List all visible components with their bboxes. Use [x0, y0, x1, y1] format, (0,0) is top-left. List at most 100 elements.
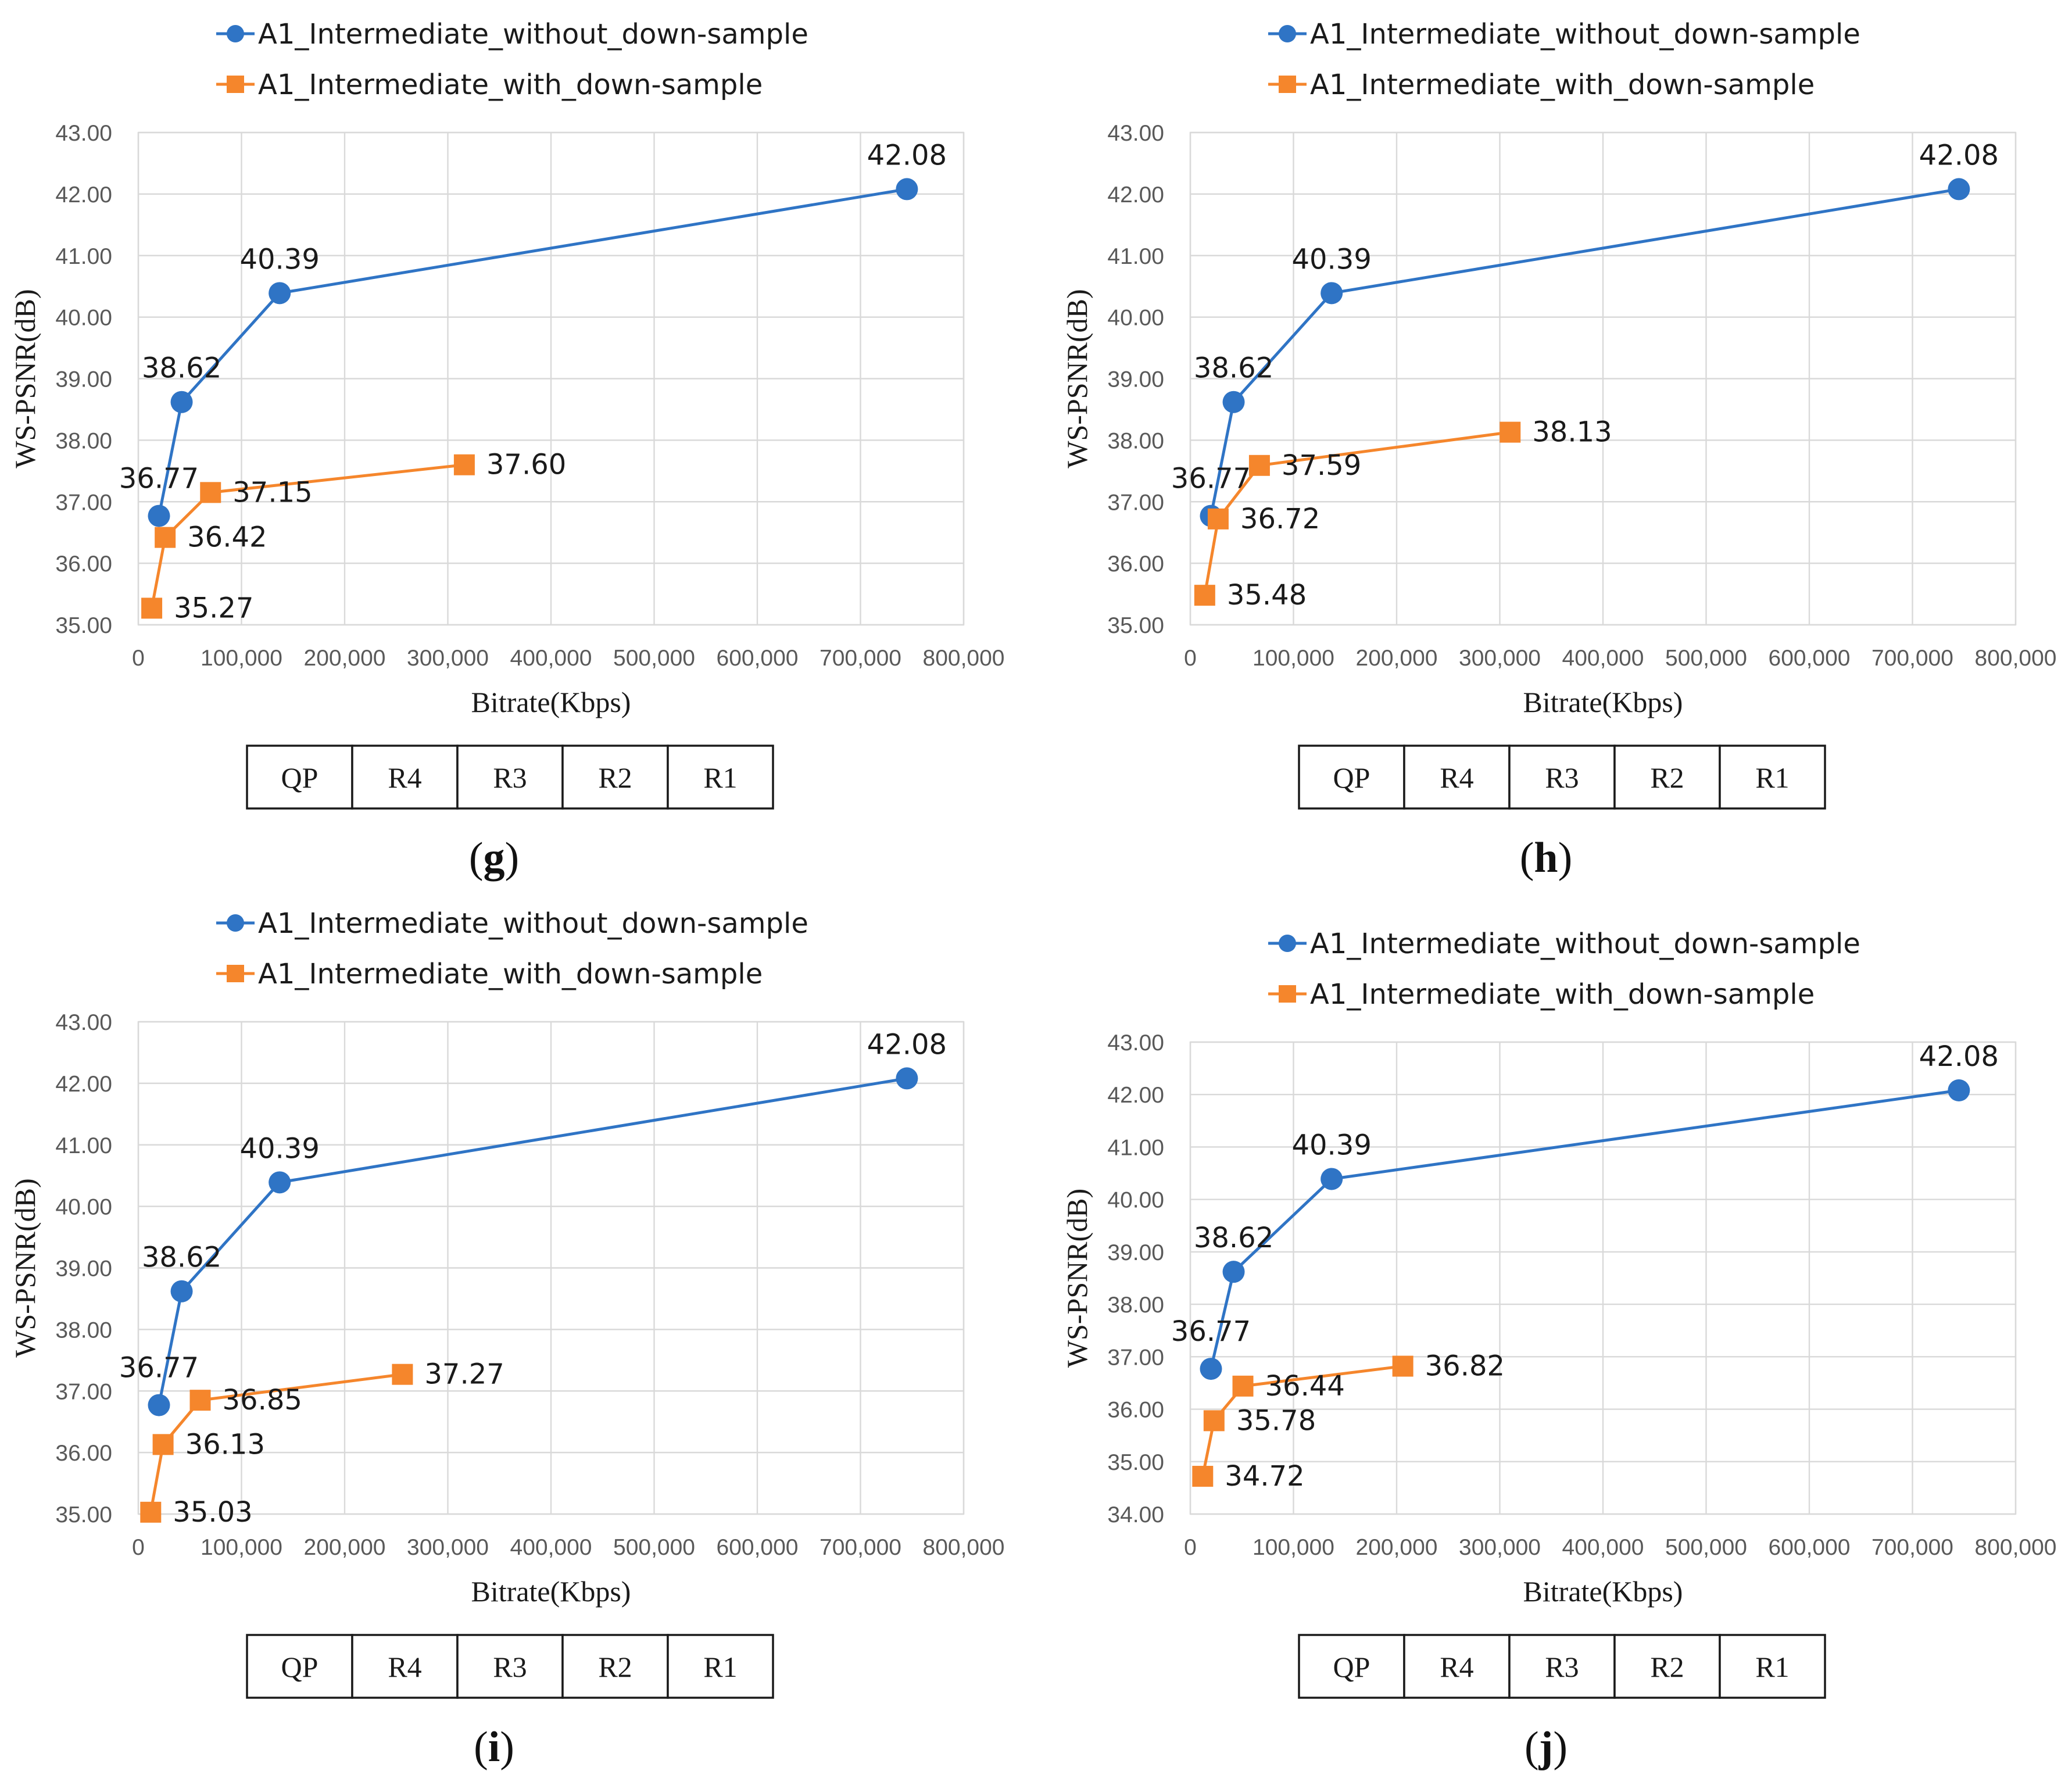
- qp-table-cell-label: R3: [1545, 761, 1579, 794]
- data-point-square: [1203, 1410, 1225, 1432]
- data-point-square: [141, 597, 163, 619]
- y-tick-label: 38.00: [55, 1318, 112, 1343]
- qp-table-cell-label: R3: [1545, 1651, 1579, 1683]
- qp-table-cell: [1613, 1634, 1721, 1699]
- series-line-without-down-sample: [1209, 187, 1959, 517]
- data-point-square: [189, 1390, 211, 1411]
- data-point-square: [1192, 1466, 1214, 1487]
- y-tick-label: 34.00: [1107, 1502, 1164, 1527]
- y-tick-label: 37.00: [55, 490, 112, 515]
- data-point-circle: [896, 1067, 918, 1090]
- qp-table-cell-label: QP: [1333, 761, 1370, 794]
- data-label: 35.27: [174, 592, 253, 624]
- plot-area: [137, 131, 965, 626]
- qp-table-cell-label: R2: [598, 761, 632, 794]
- x-tick-label: 300,000: [407, 1535, 489, 1560]
- data-point-square: [392, 1364, 413, 1385]
- series-line-without-down-sample: [1209, 1089, 1959, 1369]
- data-label: 36.13: [185, 1428, 265, 1461]
- data-label: 37.60: [486, 449, 566, 481]
- y-tick-label: 40.00: [55, 1195, 112, 1220]
- y-axis-title: WS-PSNR(dB): [9, 289, 41, 468]
- series-line-with-down-sample: [1201, 1365, 1403, 1477]
- qp-table-cell: [351, 745, 459, 810]
- data-point-circle: [170, 391, 193, 413]
- data-point-square: [140, 1501, 162, 1523]
- y-tick-label: 42.00: [55, 1072, 112, 1097]
- data-point-square: [1248, 455, 1270, 476]
- y-tick-label: 39.00: [55, 1257, 112, 1282]
- qp-table-cell-label: R1: [1755, 761, 1789, 794]
- x-tick-label: 600,000: [717, 646, 799, 671]
- data-label: 42.08: [1919, 1040, 1999, 1073]
- y-tick-label: 40.00: [55, 306, 112, 331]
- y-tick-label: 35.00: [55, 613, 112, 638]
- data-label: 36.42: [187, 521, 267, 554]
- data-label: 36.82: [1425, 1350, 1505, 1383]
- x-tick-label: 500,000: [1665, 1535, 1747, 1560]
- qp-table-cell-label: R4: [388, 761, 421, 794]
- y-tick-label: 38.00: [1107, 1293, 1164, 1318]
- x-tick-label: 300,000: [1459, 1535, 1541, 1560]
- data-point-square: [1232, 1375, 1254, 1397]
- x-tick-label: 200,000: [304, 1535, 386, 1560]
- qp-table-cell: [667, 745, 774, 810]
- x-tick-label: 0: [132, 1535, 145, 1560]
- legend-entry: A1_Intermediate_with_down-sample: [258, 69, 763, 101]
- qp-table-cell-label: R3: [493, 761, 527, 794]
- x-tick-label: 400,000: [510, 646, 592, 671]
- data-label: 36.44: [1265, 1370, 1345, 1402]
- series-line-with-down-sample: [1203, 431, 1511, 596]
- x-tick-label: 300,000: [407, 646, 489, 671]
- data-point-circle: [148, 1394, 170, 1416]
- data-point-circle: [1200, 1358, 1222, 1380]
- qp-table-cell-label: QP: [281, 761, 319, 794]
- qp-table-cell: [1719, 745, 1826, 810]
- data-label: 42.08: [1919, 139, 1999, 171]
- qp-table-cell-label: QP: [281, 1651, 319, 1683]
- y-tick-label: 40.00: [1107, 1188, 1164, 1213]
- data-label: 36.77: [119, 463, 199, 495]
- legend-entry: A1_Intermediate_without_down-sample: [1310, 18, 1860, 51]
- gridlines: [1189, 1041, 2017, 1515]
- x-axis-title: Bitrate(Kbps): [471, 686, 631, 718]
- data-label: 38.62: [1194, 1222, 1273, 1254]
- qp-table-cell-label: R3: [493, 1651, 527, 1683]
- y-tick-label: 39.00: [1107, 367, 1164, 392]
- panel-label: (h): [1520, 834, 1572, 882]
- legend-entry: A1_Intermediate_with_down-sample: [1310, 69, 1815, 101]
- y-tick-label: 43.00: [1107, 1030, 1164, 1055]
- y-tick-label: 37.00: [1107, 1345, 1164, 1370]
- qp-table-cell-label: R4: [388, 1651, 421, 1683]
- x-tick-label: 0: [1184, 1535, 1197, 1560]
- qp-table-cell-label: R4: [1440, 761, 1473, 794]
- y-tick-label: 41.00: [1107, 1135, 1164, 1160]
- data-point-circle: [148, 504, 170, 527]
- panel-label: (g): [469, 834, 519, 882]
- series-line-without-down-sample: [158, 187, 907, 517]
- qp-table-cell-label: R2: [598, 1651, 632, 1683]
- panel-label: (i): [474, 1723, 514, 1771]
- qp-table-cell-label: R4: [1440, 1651, 1473, 1683]
- data-label: 42.08: [867, 139, 947, 171]
- data-point-circle: [1321, 1168, 1343, 1190]
- y-tick-label: 43.00: [55, 1010, 112, 1035]
- data-label: 37.27: [424, 1358, 504, 1391]
- data-label: 38.13: [1532, 416, 1612, 449]
- qp-table-cell: [1719, 1634, 1826, 1699]
- data-point-square: [155, 527, 176, 548]
- data-label: 36.85: [223, 1384, 302, 1416]
- x-tick-label: 100,000: [1252, 646, 1334, 671]
- x-tick-label: 600,000: [1769, 646, 1851, 671]
- x-tick-label: 700,000: [1871, 646, 1953, 671]
- qp-table-cell: [561, 745, 669, 810]
- qp-table-cell: [351, 1634, 459, 1699]
- x-tick-label: 100,000: [201, 646, 282, 671]
- data-point-circle: [1222, 1261, 1245, 1283]
- data-point-circle: [269, 282, 291, 305]
- plot-area: [137, 1021, 965, 1515]
- y-tick-label: 41.00: [55, 244, 112, 269]
- data-label: 42.08: [867, 1028, 947, 1061]
- y-tick-label: 36.00: [55, 552, 112, 577]
